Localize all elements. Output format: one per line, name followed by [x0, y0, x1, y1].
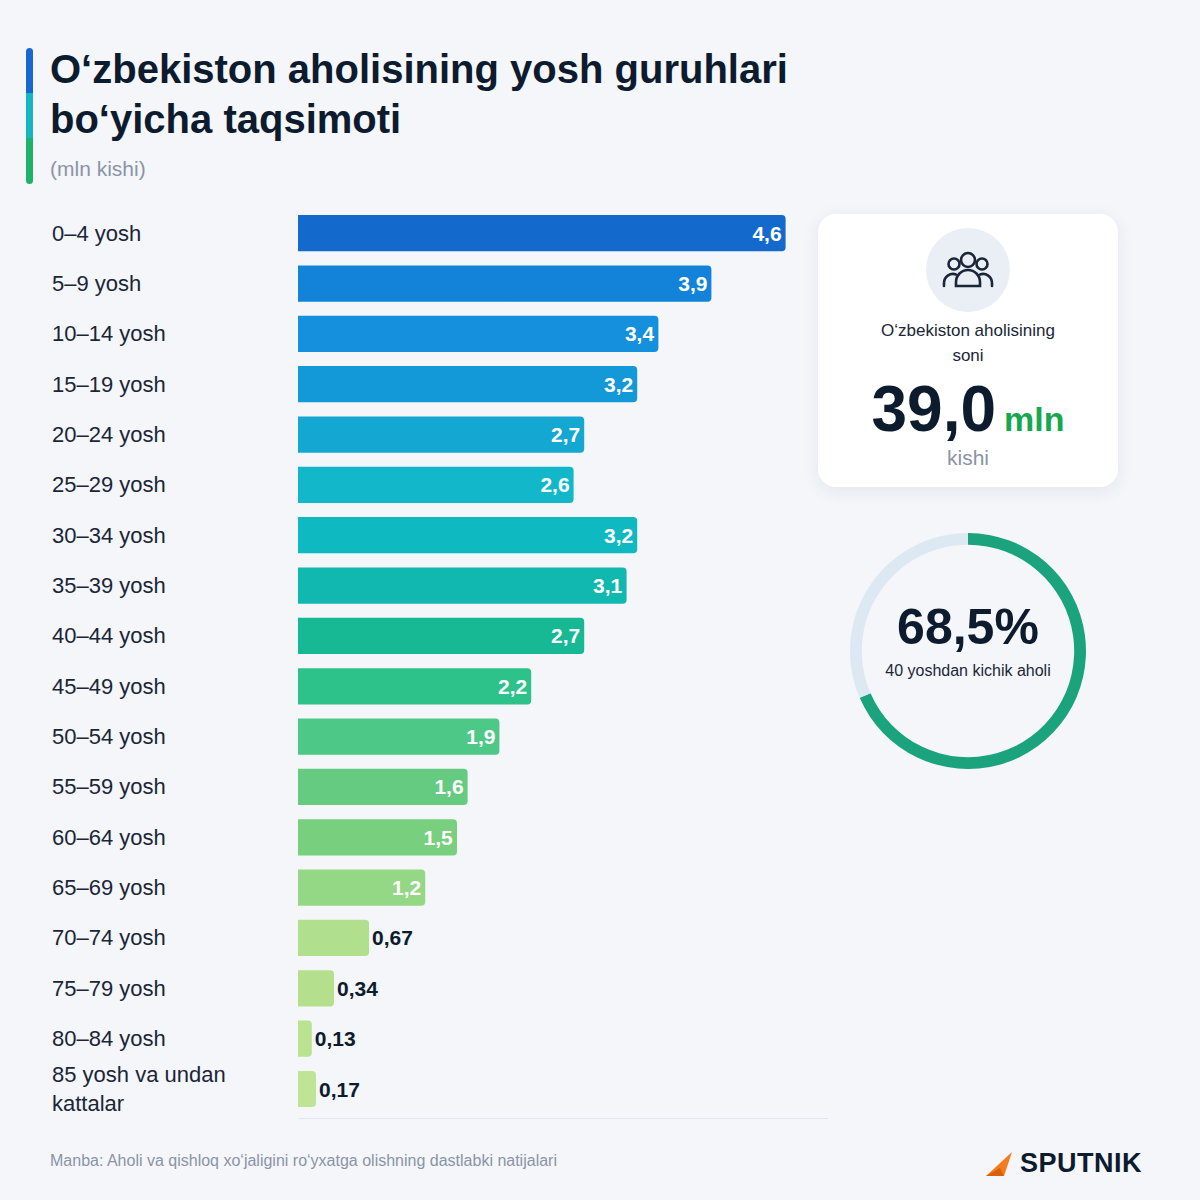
svg-text:35–39 yosh: 35–39 yosh: [52, 573, 166, 598]
html-text:(mln kishi): (mln kishi): [50, 157, 146, 180]
html-text:39,0mln: 39,0mln: [871, 373, 1065, 445]
svg-text:0,17: 0,17: [319, 1078, 360, 1101]
svg-text:4,6: 4,6: [752, 222, 781, 245]
svg-text:50–54 yosh: 50–54 yosh: [52, 724, 166, 749]
html-text:SPUTNIK: SPUTNIK: [1020, 1148, 1142, 1178]
svg-text:55–59 yosh: 55–59 yosh: [52, 774, 166, 799]
svg-text:75–79 yosh: 75–79 yosh: [52, 976, 166, 1001]
svg-text:1,2: 1,2: [392, 876, 421, 899]
svg-text:3,2: 3,2: [604, 524, 633, 547]
svg-text:70–74 yosh: 70–74 yosh: [52, 925, 166, 950]
html-text:Manba: Aholi va qishloq xo‘jal: Manba: Aholi va qishloq xo‘jaligini ro‘y…: [50, 1152, 557, 1169]
svg-text:15–19 yosh: 15–19 yosh: [52, 372, 166, 397]
html-text:kishi: kishi: [947, 446, 989, 469]
html-text:O‘zbekiston aholisining yosh g: O‘zbekiston aholisining yosh guruhlari b…: [50, 47, 788, 141]
html-text:O‘zbekiston aholisining soni: O‘zbekiston aholisining soni: [881, 321, 1055, 365]
svg-text:1,9: 1,9: [466, 725, 495, 748]
svg-text:1,6: 1,6: [434, 775, 463, 798]
html-text:40 yoshdan kichik aholi: 40 yoshdan kichik aholi: [885, 662, 1051, 679]
svg-text:0,34: 0,34: [337, 977, 378, 1000]
svg-text:3,4: 3,4: [625, 322, 655, 345]
svg-text:65–69 yosh: 65–69 yosh: [52, 875, 166, 900]
svg-text:2,6: 2,6: [540, 473, 569, 496]
svg-text:5–9 yosh: 5–9 yosh: [52, 271, 141, 296]
svg-text:3,2: 3,2: [604, 373, 633, 396]
svg-text:30–34 yosh: 30–34 yosh: [52, 523, 166, 548]
svg-text:40–44 yosh: 40–44 yosh: [52, 623, 166, 648]
svg-text:20–24 yosh: 20–24 yosh: [52, 422, 166, 447]
svg-text:3,9: 3,9: [678, 272, 707, 295]
svg-text:0,67: 0,67: [372, 926, 413, 949]
svg-text:45–49 yosh: 45–49 yosh: [52, 674, 166, 699]
svg-text:85 yosh va undankattalar: 85 yosh va undankattalar: [52, 1062, 226, 1116]
svg-text:60–64 yosh: 60–64 yosh: [52, 825, 166, 850]
html-text:68,5%: 68,5%: [897, 599, 1039, 655]
svg-text:3,1: 3,1: [593, 574, 623, 597]
svg-text:10–14 yosh: 10–14 yosh: [52, 321, 166, 346]
svg-text:0,13: 0,13: [315, 1027, 356, 1050]
svg-text:2,7: 2,7: [551, 624, 580, 647]
svg-text:0–4 yosh: 0–4 yosh: [52, 221, 141, 246]
svg-text:80–84 yosh: 80–84 yosh: [52, 1026, 166, 1051]
svg-text:2,7: 2,7: [551, 423, 580, 446]
svg-text:1,5: 1,5: [423, 826, 453, 849]
svg-text:25–29 yosh: 25–29 yosh: [52, 472, 166, 497]
svg-text:2,2: 2,2: [498, 675, 527, 698]
